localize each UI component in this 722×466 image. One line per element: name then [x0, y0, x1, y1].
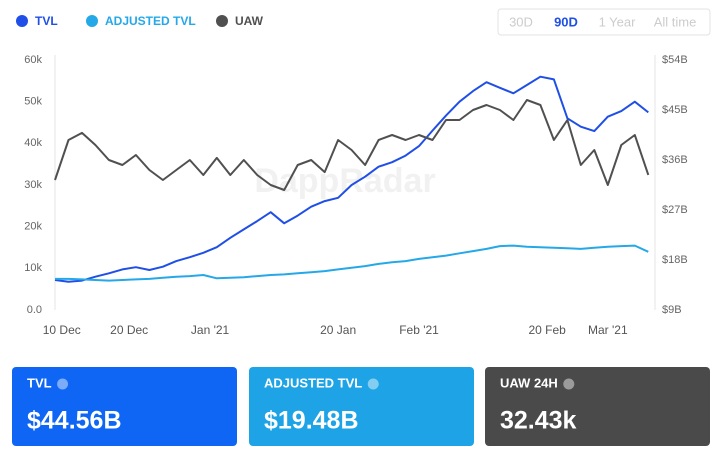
series-line	[54, 99, 650, 191]
legend-label[interactable]: ADJUSTED TVL	[105, 14, 196, 28]
legend-swatch	[86, 15, 98, 27]
x-tick-label: 20 Feb	[528, 323, 566, 337]
stat-value: $19.48B	[264, 407, 359, 435]
legend-swatch	[16, 15, 28, 27]
y2-tick-label: $36B	[662, 154, 688, 166]
range-button[interactable]: 30D	[509, 14, 533, 29]
x-tick-label: Feb '21	[399, 323, 439, 337]
help-icon[interactable]	[57, 378, 69, 390]
y-tick-label: 30k	[24, 179, 42, 191]
stat-label: UAW 24H	[500, 375, 558, 390]
stat-card	[249, 367, 474, 446]
y-tick-label: 0.0	[27, 304, 42, 316]
range-button[interactable]: 1 Year	[599, 14, 637, 29]
series-line	[55, 244, 649, 282]
y-tick-label: 10k	[24, 262, 42, 274]
x-tick-label: 20 Jan	[320, 323, 356, 337]
stat-value: $44.56B	[27, 407, 122, 435]
range-button[interactable]: All time	[654, 14, 697, 29]
x-tick-label: 20 Dec	[110, 323, 148, 337]
range-button[interactable]: 90D	[554, 14, 578, 29]
x-tick-label: Jan '21	[191, 323, 230, 337]
stat-label: ADJUSTED TVL	[264, 375, 362, 390]
help-icon[interactable]	[563, 378, 575, 390]
x-tick-label: Mar '21	[588, 323, 628, 337]
y2-tick-label: $45B	[662, 104, 688, 116]
y2-tick-label: $27B	[662, 204, 688, 216]
watermark: DappRadar	[254, 162, 435, 200]
legend-label[interactable]: UAW	[235, 14, 264, 28]
y2-tick-label: $18B	[662, 254, 688, 266]
y2-tick-label: $9B	[662, 304, 682, 316]
y-tick-label: 50k	[24, 96, 42, 108]
y-tick-label: 40k	[24, 137, 42, 149]
stat-label: TVL	[27, 375, 52, 390]
stat-card	[485, 367, 710, 446]
range-selector	[497, 8, 711, 36]
y-tick-label: 60k	[24, 54, 42, 66]
stat-card	[12, 367, 237, 446]
help-icon[interactable]	[367, 378, 379, 390]
y-tick-label: 20k	[24, 221, 42, 233]
x-tick-label: 10 Dec	[43, 323, 81, 337]
series-line	[54, 75, 649, 283]
stat-value: 32.43k	[500, 407, 577, 435]
legend-label[interactable]: TVL	[35, 14, 58, 28]
legend-swatch	[216, 15, 228, 27]
y2-tick-label: $54B	[662, 54, 688, 66]
